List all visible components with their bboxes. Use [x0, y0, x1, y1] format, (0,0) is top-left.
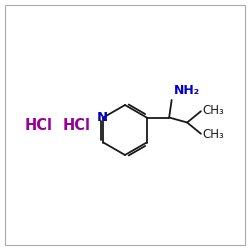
Text: HCl: HCl	[62, 118, 90, 132]
Text: CH₃: CH₃	[202, 128, 224, 141]
Text: N: N	[97, 111, 108, 124]
Text: CH₃: CH₃	[202, 104, 224, 117]
Text: HCl: HCl	[25, 118, 53, 132]
Text: NH₂: NH₂	[174, 84, 200, 97]
